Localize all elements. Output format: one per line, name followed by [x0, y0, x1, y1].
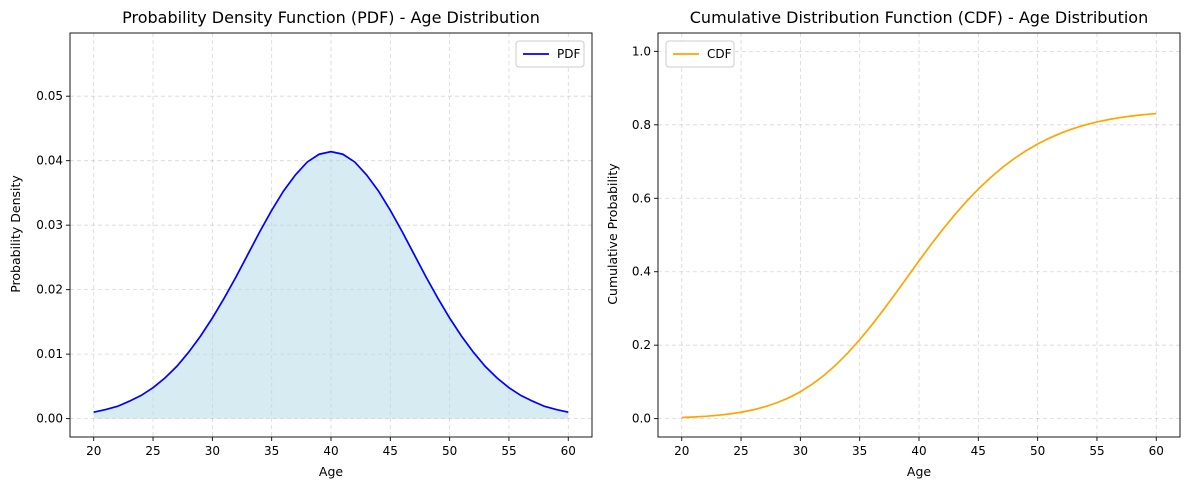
pdf-legend: PDF [515, 40, 585, 68]
pdf-x-tick-label: 45 [383, 444, 398, 458]
pdf-chart-title: Probability Density Function (PDF) - Age… [122, 8, 540, 27]
pdf-y-tick-label: 0.04 [36, 154, 63, 168]
pdf-x-tick-label: 25 [145, 444, 160, 458]
cdf-y-tick-label: 0.2 [632, 338, 651, 352]
cdf-panel: Cumulative Distribution Function (CDF) -… [605, 8, 1181, 479]
cdf-x-tick-label: 30 [793, 444, 808, 458]
cdf-y-tick-label: 0.8 [632, 118, 651, 132]
cdf-legend: CDF [665, 40, 735, 68]
cdf-y-tick-label: 1.0 [632, 44, 651, 58]
pdf-y-tick-label: 0.01 [36, 347, 63, 361]
cdf-x-tick-label: 20 [674, 444, 689, 458]
pdf-y-tick-label: 0.05 [36, 89, 63, 103]
pdf-y-tick-label: 0.02 [36, 283, 63, 297]
cdf-legend-box [665, 40, 735, 68]
cdf-legend-label: CDF [707, 47, 732, 61]
cdf-chart-title: Cumulative Distribution Function (CDF) -… [690, 8, 1148, 27]
pdf-plot-area: 20 25 30 35 40 45 50 55 60 0.00 0.01 0.02 0.03 0.04 0.… [36, 32, 593, 458]
cdf-x-tick-label: 60 [1149, 444, 1164, 458]
cdf-y-tick-label: 0.4 [632, 265, 651, 279]
cdf-x-tick-label: 25 [733, 444, 748, 458]
pdf-x-tick-label: 60 [561, 444, 576, 458]
pdf-x-tick-label: 55 [501, 444, 516, 458]
cdf-x-tick-label: 40 [911, 444, 926, 458]
cdf-x-tick-label: 55 [1089, 444, 1104, 458]
cdf-x-tick-label: 50 [1030, 444, 1045, 458]
pdf-y-tick-label: 0.03 [36, 218, 63, 232]
pdf-x-tick-label: 35 [264, 444, 279, 458]
cdf-x-tick-label: 45 [971, 444, 986, 458]
pdf-area-fill [93, 151, 569, 419]
cdf-y-tick-label: 0.6 [632, 191, 651, 205]
pdf-x-tick-label: 40 [323, 444, 338, 458]
pdf-legend-label: PDF [557, 47, 580, 61]
pdf-y-tick-label: 0.00 [36, 412, 63, 426]
pdf-y-axis-label: Probability Density [8, 175, 23, 293]
cdf-x-tick-label: 35 [852, 444, 867, 458]
cdf-y-axis-label: Cumulative Probability [605, 163, 620, 305]
cdf-series-line [681, 112, 1157, 419]
pdf-x-tick-label: 50 [442, 444, 457, 458]
cdf-x-axis-label: Age [907, 464, 931, 479]
pdf-series-line [93, 150, 569, 414]
cdf-plot-area: 20 25 30 35 40 45 50 55 60 0.0 0.2 0.4 0.6 0.8 1.0 CDF [632, 32, 1181, 458]
pdf-panel: Probability Density Function (PDF) - Age… [8, 8, 593, 479]
pdf-legend-box [515, 40, 585, 68]
cdf-y-tick-label: 0.0 [632, 412, 651, 426]
pdf-x-tick-label: 20 [86, 444, 101, 458]
pdf-x-axis-label: Age [319, 464, 343, 479]
pdf-x-tick-label: 30 [205, 444, 220, 458]
